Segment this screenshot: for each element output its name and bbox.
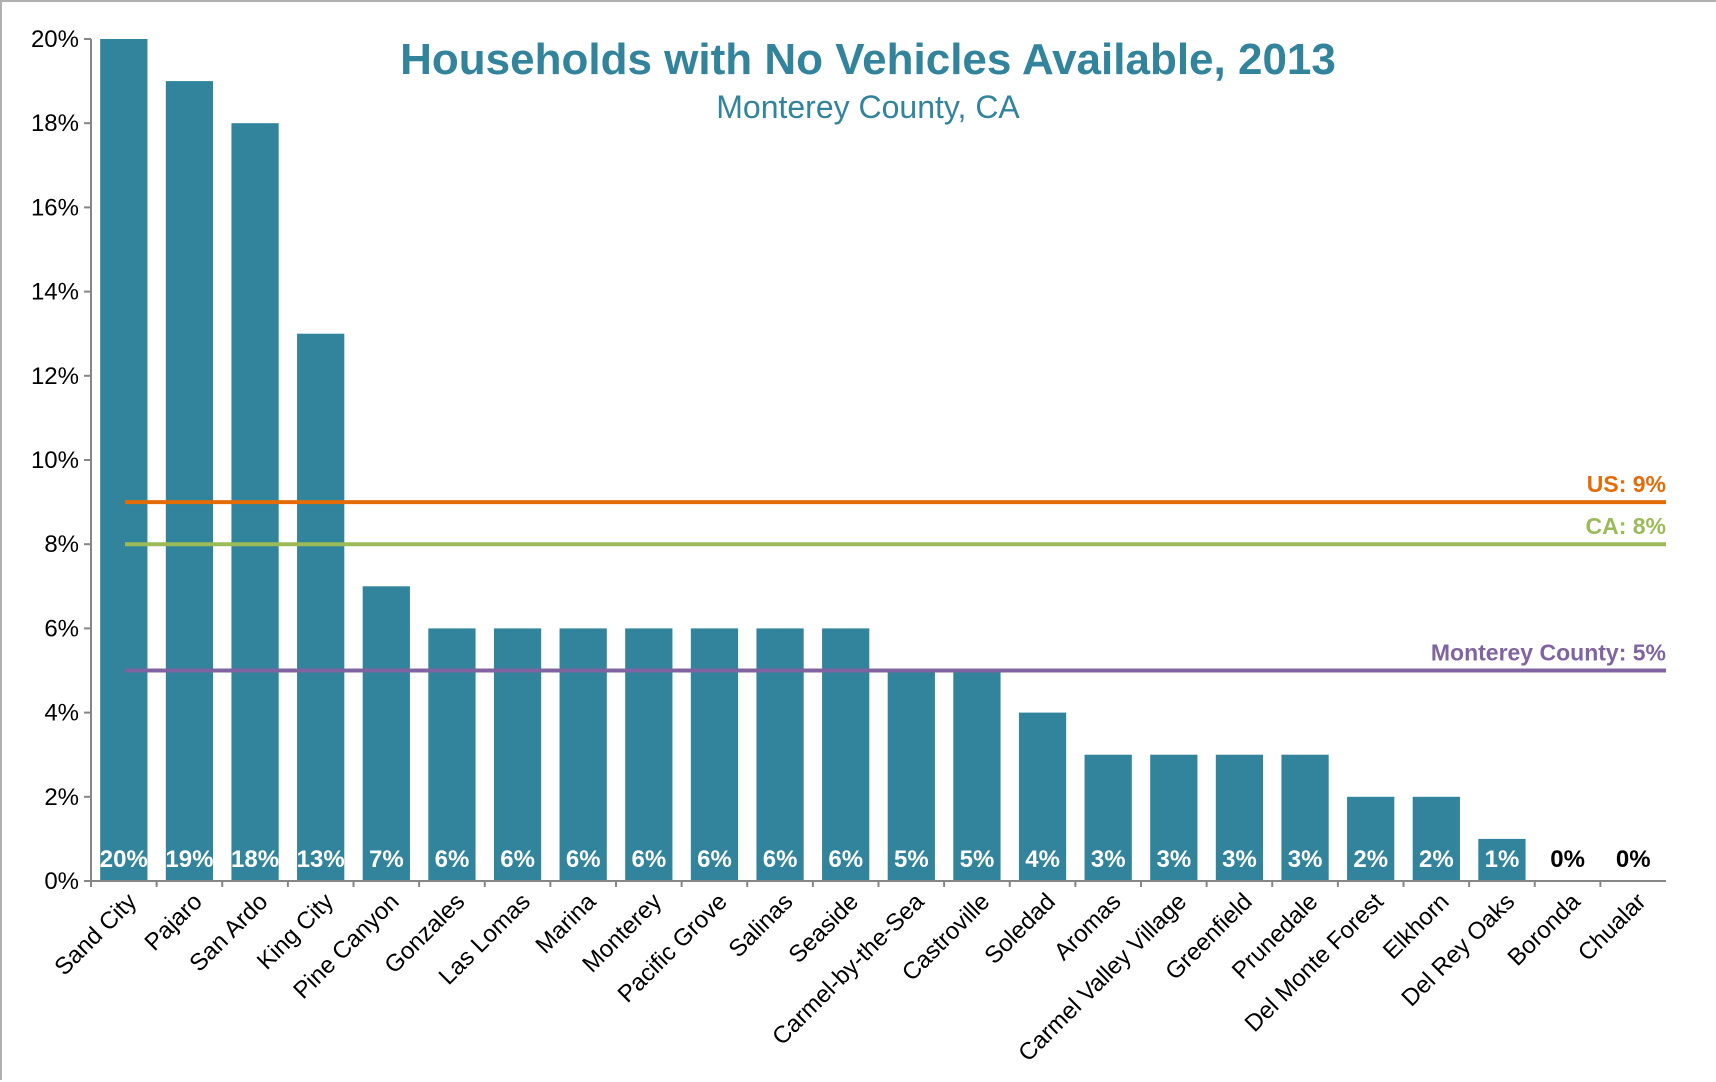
y-axis: 0% 2% 4% 6% 8% 10% 12% 14% 16% 18% 20% [31, 26, 92, 895]
data-label: 13% [297, 846, 345, 873]
bar [428, 628, 476, 881]
bar [1347, 796, 1395, 881]
y-tick-label: 4% [44, 700, 79, 727]
data-label: 7% [369, 846, 404, 873]
y-tick-label: 2% [44, 784, 79, 811]
y-tick-label: 8% [44, 531, 79, 558]
y-tick-label: 16% [31, 194, 79, 221]
y-tick-label: 0% [44, 868, 79, 895]
y-tick-label: 20% [31, 26, 79, 53]
bar [493, 628, 542, 881]
y-tick-label: 18% [31, 110, 79, 137]
data-label: 6% [500, 846, 535, 873]
data-label: 3% [1222, 846, 1257, 873]
bars-group [100, 39, 1526, 882]
bar [1215, 754, 1264, 881]
bar [887, 670, 935, 881]
data-label: 6% [631, 846, 666, 873]
data-labels: 20% 19% 18% 13% 7% 6% 6% 6% 6% 6% 6% 6% 5% 5% 4% 3% 3% 3%… [100, 846, 1651, 873]
data-label: 19% [165, 846, 213, 873]
data-label: 3% [1091, 846, 1126, 873]
bar [1084, 754, 1132, 881]
data-label: 5% [960, 846, 995, 873]
bar [690, 628, 739, 881]
bar [362, 586, 410, 881]
data-label: 2% [1419, 846, 1454, 873]
bar [625, 628, 673, 881]
reference-line-label: Monterey County: 5% [1431, 640, 1666, 666]
x-tick-label: Del Rey Oaks [1396, 888, 1520, 1012]
y-tick-label: 14% [31, 279, 79, 306]
bar [100, 39, 148, 881]
chart-subtitle: Monterey County, CA [716, 89, 1020, 125]
data-label: 6% [697, 846, 732, 873]
data-label: 2% [1353, 846, 1388, 873]
bar [1281, 754, 1329, 881]
bar [953, 670, 1001, 881]
y-tick-label: 12% [31, 363, 79, 390]
reference-line-label: US: 9% [1587, 471, 1666, 497]
data-label: 6% [566, 846, 601, 873]
bar [822, 628, 870, 881]
bar [1412, 796, 1460, 881]
bar [756, 628, 804, 881]
x-tick-label: Sand City [49, 888, 142, 981]
bar [1018, 712, 1067, 881]
data-label: 20% [100, 846, 148, 873]
data-label: 4% [1025, 846, 1060, 873]
data-label: 6% [828, 846, 863, 873]
y-tick-label: 6% [44, 615, 79, 642]
data-label: 3% [1288, 846, 1323, 873]
data-label: 1% [1485, 846, 1520, 873]
y-tick-label: 10% [31, 447, 79, 474]
data-label: 6% [763, 846, 798, 873]
bar [1150, 754, 1198, 881]
reference-line-label: CA: 8% [1585, 513, 1666, 539]
data-label: 18% [231, 846, 279, 873]
x-tick-label: Chualar [1573, 888, 1652, 967]
data-label: 5% [894, 846, 929, 873]
x-tick-label: Soledad [979, 888, 1060, 969]
data-label: 0% [1550, 846, 1585, 873]
bar [165, 81, 214, 882]
x-tick-label: Boronda [1503, 888, 1587, 972]
bar [1478, 838, 1526, 881]
bar [559, 628, 607, 881]
data-label: 6% [435, 846, 470, 873]
chart-title: Households with No Vehicles Available, 2… [400, 35, 1336, 84]
data-label: 3% [1156, 846, 1191, 873]
bar [297, 333, 345, 881]
reference-lines: US: 9% CA: 8% Monterey County: 5% [125, 471, 1666, 673]
data-label: 0% [1616, 846, 1651, 873]
